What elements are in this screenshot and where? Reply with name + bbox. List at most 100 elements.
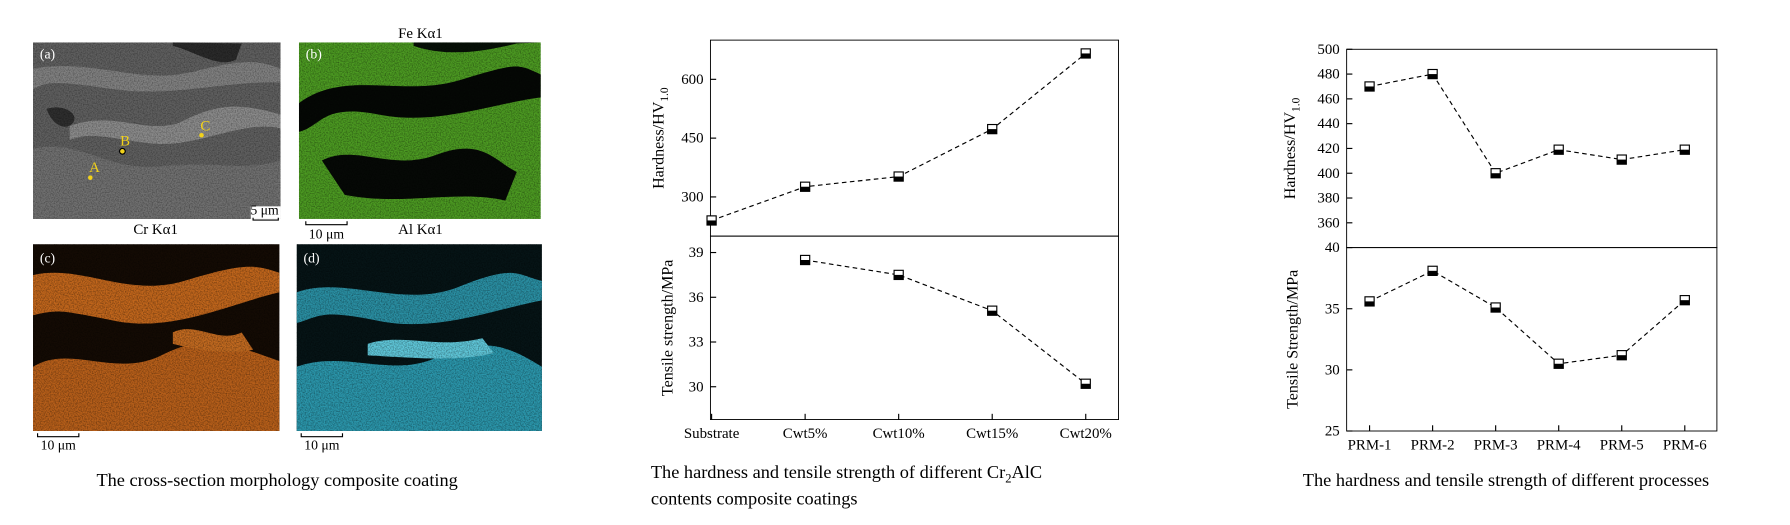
- map-title: Cr Kα1: [133, 222, 178, 238]
- plot-frame: [1346, 48, 1718, 249]
- marker-bottom: [987, 129, 997, 134]
- map-title: Fe Kα1: [398, 26, 443, 42]
- caption-text: The hardness and tensile strength of dif…: [651, 462, 1005, 482]
- marker-bottom: [1364, 301, 1375, 306]
- scale-label: 10 μm: [41, 437, 77, 452]
- marker: [1364, 81, 1375, 92]
- y-axis-label: Tensile Strength/MPa: [1284, 270, 1301, 409]
- marker-bottom: [1554, 149, 1564, 155]
- map-title: Al Kα1: [398, 222, 443, 238]
- panel-label: (d): [304, 251, 320, 267]
- caption: The hardness and tensile strength of dif…: [1303, 470, 1709, 490]
- scale-bar: [37, 433, 80, 438]
- x-tick-label: Cwt20%: [1060, 426, 1112, 442]
- scale-box: [250, 206, 281, 219]
- marker-bottom: [1617, 159, 1627, 165]
- marker: [987, 305, 998, 316]
- marker-bottom: [707, 220, 717, 226]
- x-tick-label: PRM-2: [1411, 437, 1455, 453]
- marker: [987, 123, 998, 135]
- marker: [1490, 168, 1501, 179]
- y-axis-label-sub: 1.0: [659, 87, 671, 102]
- y-tick-label: 420: [1317, 141, 1339, 157]
- marker-bottom: [894, 274, 904, 280]
- series-line: [805, 259, 1087, 385]
- marker: [706, 215, 717, 226]
- point-dot: [199, 132, 204, 138]
- y-tick-label: 500: [1317, 42, 1339, 58]
- x-tick-label: PRM-1: [1348, 437, 1392, 453]
- marker: [1616, 154, 1627, 165]
- y-tick-label: 36: [689, 290, 704, 306]
- marker-bottom: [1428, 270, 1438, 276]
- marker: [1679, 144, 1690, 155]
- marker-bottom: [894, 176, 904, 182]
- y-tick-label: 40: [1325, 240, 1340, 256]
- cr-map: [32, 244, 280, 432]
- marker: [799, 254, 811, 266]
- marker-bottom: [1364, 86, 1375, 92]
- marker: [893, 269, 904, 281]
- y-tick-label: 380: [1317, 191, 1339, 207]
- y-axis-label-sub: 1.0: [1291, 97, 1303, 112]
- sem-image: [32, 42, 281, 219]
- point-dot: [118, 147, 126, 155]
- x-tick-label: Cwt5%: [783, 426, 828, 442]
- marker-bottom: [1680, 300, 1690, 305]
- marker: [1553, 358, 1564, 369]
- marker-bottom: [1617, 355, 1627, 360]
- marker-bottom: [1081, 383, 1091, 389]
- y-axis-label-text: Hardness/HV: [650, 101, 667, 189]
- y-axis-label-text: Tensile strength/MPa: [660, 260, 677, 396]
- al-map: [296, 244, 542, 432]
- x-tick-label: PRM-4: [1537, 437, 1581, 453]
- y-tick-label: 25: [1325, 424, 1340, 440]
- scale-label: 10 μm: [309, 226, 345, 241]
- y-tick-label: 440: [1317, 116, 1339, 132]
- marker-bottom: [1081, 53, 1091, 59]
- marker-bottom: [1554, 363, 1564, 369]
- x-tick-label: PRM-5: [1600, 437, 1644, 453]
- series-line: [1369, 270, 1686, 365]
- panel-label: (b): [306, 46, 322, 62]
- marker-bottom: [800, 186, 810, 192]
- marker-bottom: [1680, 149, 1690, 155]
- marker: [1427, 68, 1438, 80]
- caption: contents composite coatings: [651, 488, 858, 508]
- x-tick-label: Substrate: [684, 426, 740, 442]
- scale-bar: [305, 221, 348, 226]
- plot-frame: [709, 39, 1119, 237]
- y-tick-label: 30: [1325, 362, 1340, 378]
- marker-bottom: [800, 259, 810, 265]
- marker-bottom: [1491, 173, 1501, 178]
- marker: [1553, 144, 1564, 155]
- marker: [1364, 296, 1375, 307]
- marker: [1080, 378, 1091, 389]
- panel-label: (c): [40, 251, 55, 267]
- y-tick-label: 300: [681, 190, 703, 206]
- y-tick-label: 480: [1317, 67, 1339, 83]
- scale-bar: [300, 433, 344, 438]
- y-tick-label: 400: [1317, 166, 1339, 182]
- caption-text: AlC: [1012, 462, 1043, 482]
- x-tick-label: PRM-6: [1663, 437, 1707, 453]
- y-axis-label: Hardness/HV1.0: [650, 87, 671, 189]
- x-tick-label: PRM-3: [1474, 437, 1518, 453]
- series-line: [711, 53, 1087, 221]
- marker-bottom: [987, 310, 997, 316]
- point-label: B: [120, 134, 130, 150]
- marker: [893, 171, 904, 182]
- panel-label: (a): [40, 46, 55, 62]
- y-tick-label: 450: [681, 131, 703, 147]
- caption: The hardness and tensile strength of dif…: [651, 462, 1042, 486]
- point-label: C: [200, 119, 210, 135]
- point-label: A: [89, 160, 100, 176]
- series-line: [1369, 73, 1685, 174]
- y-axis-label: Tensile strength/MPa: [660, 260, 677, 396]
- marker: [1616, 350, 1627, 361]
- y-tick-label: 360: [1317, 215, 1339, 231]
- marker-bottom: [1491, 307, 1501, 313]
- marker: [799, 181, 811, 192]
- y-tick-label: 33: [689, 335, 704, 351]
